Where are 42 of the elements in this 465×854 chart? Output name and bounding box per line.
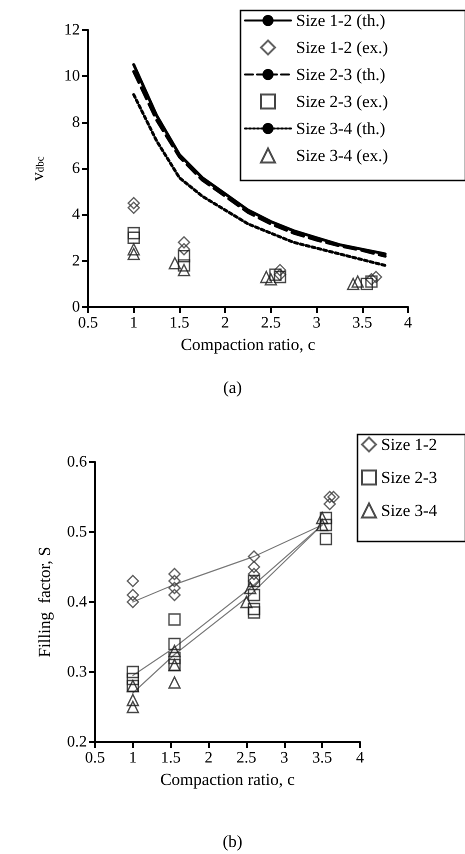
legend-label: Size 1-2 (ex.) xyxy=(296,38,388,57)
x-axis-title: Compaction ratio, c xyxy=(180,334,316,354)
y-axis-title: Filling factor, S xyxy=(35,546,54,658)
y-tick-label: 2 xyxy=(72,252,80,270)
x-tick-label: 4 xyxy=(356,750,364,766)
x-tick-label: 2 xyxy=(221,314,230,332)
x-tick-label: 1 xyxy=(128,750,137,766)
legend-label: Size 3-4 (ex.) xyxy=(296,146,388,165)
x-tick-label: 3 xyxy=(280,750,288,766)
x-tick-label: 2 xyxy=(204,750,213,766)
x-axis-title: Compaction ratio, c xyxy=(160,770,296,789)
text: (b) xyxy=(222,832,242,851)
y-axis-title: vdbc xyxy=(28,156,47,181)
x-tick-label: 1 xyxy=(130,314,138,332)
x-tick-label: 3.5 xyxy=(352,314,372,332)
y-tick-label: 0.3 xyxy=(67,664,87,680)
y-tick-label: 4 xyxy=(72,206,80,224)
y-tick-label: 0.4 xyxy=(67,594,87,610)
legend-label: Size 1-2 xyxy=(381,435,438,454)
y-tick-label: 0.2 xyxy=(67,734,87,750)
legend-label: Size 3-4 xyxy=(381,501,438,520)
legend-label: Size 1-2 (th.) xyxy=(296,11,386,30)
legend-label: Size 2-3 xyxy=(381,468,438,487)
x-tick-label: 1.5 xyxy=(160,750,181,766)
x-tick-label: 2.5 xyxy=(236,750,256,766)
y-tick-label: 0.5 xyxy=(67,524,87,540)
x-tick-label: 2.5 xyxy=(260,314,281,332)
y-tick-label: 6 xyxy=(72,160,80,177)
x-tick-label: 3 xyxy=(312,314,321,332)
x-tick-label: 1.5 xyxy=(169,314,190,332)
x-tick-label: 0.5 xyxy=(85,750,105,766)
y-tick-label: 10 xyxy=(64,68,80,85)
legend-label: Size 3-4 (th.) xyxy=(296,119,386,138)
y-tick-label: 0 xyxy=(72,298,80,316)
legend-label: Size 2-3 (th.) xyxy=(296,65,386,84)
text: (a) xyxy=(223,378,242,397)
x-tick-label: 4 xyxy=(404,314,412,332)
x-tick-label: 3.5 xyxy=(312,750,332,766)
y-tick-label: 0.6 xyxy=(67,454,87,470)
y-tick-label: 8 xyxy=(72,114,80,131)
legend-label: Size 2-3 (ex.) xyxy=(296,92,388,111)
y-tick-label: 12 xyxy=(64,22,80,38)
